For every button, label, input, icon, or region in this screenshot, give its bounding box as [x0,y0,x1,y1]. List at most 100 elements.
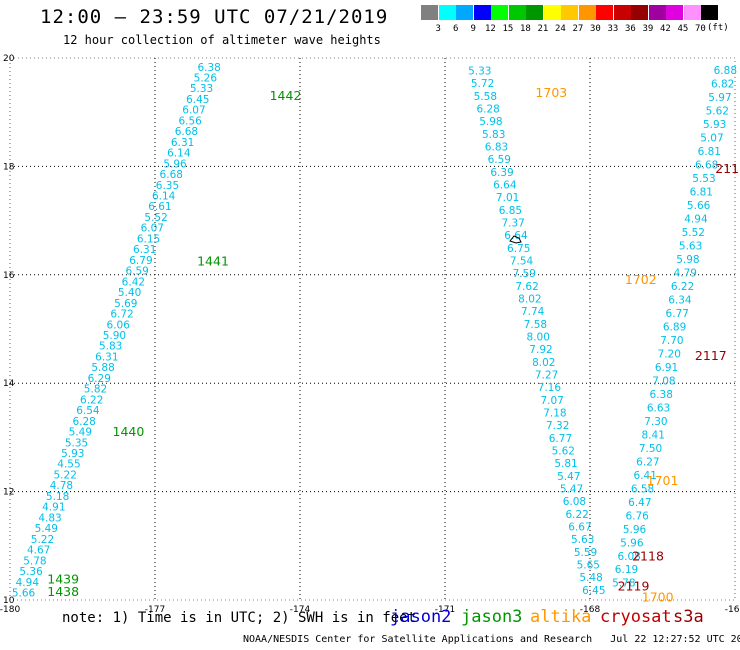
wave-height-value: 7.74 [521,306,545,318]
time-label: 1438 [47,584,79,599]
scale-label: 18 [520,24,531,34]
wave-height-value: 5.26 [194,72,218,84]
wave-height-value: 5.72 [471,78,494,90]
scale-label: 39 [642,24,654,34]
wave-height-value: 5.36 [19,566,43,578]
scale-label: 36 [625,24,636,34]
time-label: 2118 [632,549,664,564]
wave-height-value: 8.02 [518,294,541,306]
wave-height-value: 6.27 [636,456,659,468]
wave-height-value: 5.40 [118,287,141,299]
wave-height-value: 6.34 [668,294,692,306]
scale-swatch [543,5,561,20]
x-tick-label: -168 [580,605,601,615]
wave-height-value: 6.83 [485,142,508,154]
wave-height-value: 5.47 [560,483,583,495]
y-tick-label: 20 [3,54,15,64]
wave-height-value: 4.83 [38,512,61,524]
wave-height-value: 5.93 [61,448,84,460]
scale-swatch [491,5,508,20]
wave-height-value: 5.47 [557,471,580,483]
wave-height-value: 5.82 [84,384,107,396]
wave-height-value: 8.00 [527,332,550,344]
wave-height-value: 5.90 [103,330,126,342]
wave-height-value: 6.06 [107,319,131,331]
scale-swatch [438,5,456,20]
wave-height-value: 6.29 [88,373,111,385]
wave-height-value: 4.94 [16,577,40,589]
wave-height-value: 6.56 [178,115,202,127]
scale-swatch [631,5,648,20]
wave-height-value: 6.19 [615,564,638,576]
wave-height-value: 4.78 [50,480,73,492]
wave-height-value: 5.81 [554,458,577,470]
y-tick-label: 12 [3,488,14,498]
wave-height-value: 7.16 [538,382,562,394]
scale-swatch [526,5,543,20]
wave-height-value: 6.41 [634,470,657,482]
scale-label: 42 [660,24,671,34]
wave-height-value: 6.28 [72,416,95,428]
x-tick-label: -165 [725,605,740,615]
legend-altika: altika [530,607,592,627]
wave-height-value: 7.50 [639,443,662,455]
wave-height-value: 6.22 [671,281,694,293]
page-subtitle: 12 hour collection of altimeter wave hei… [63,33,381,47]
time-label: 1701 [647,473,679,488]
wave-height-value: 7.07 [540,395,563,407]
wave-height-value: 6.22 [80,394,103,406]
time-label: 1703 [535,85,567,100]
footer-credit: NOAA/NESDIS Center for Satellite Applica… [243,634,740,645]
scale-label: 45 [677,24,689,34]
wave-height-value: 5.49 [35,523,58,535]
wave-height-value: 6.07 [182,105,205,117]
wave-height-value: 7.27 [535,369,558,381]
wave-height-value: 5.33 [190,83,213,95]
wave-height-value: 5.59 [574,547,597,559]
wave-height-value: 7.58 [524,319,547,331]
scale-label: 15 [502,24,514,34]
wave-height-value: 6.68 [160,169,183,181]
wave-height-value: 6.59 [488,154,511,166]
wave-height-value: 6.54 [76,405,100,417]
page-title: 12:00 – 23:59 UTC 07/21/2019 [40,6,389,28]
wave-height-value: 5.96 [163,158,187,170]
wave-height-value: 8.41 [642,429,665,441]
scale-label: 27 [572,24,584,34]
scale-swatch [456,5,473,20]
wave-height-value: 5.78 [612,578,635,590]
legend-s3a: s3a [673,607,704,627]
wave-height-value: 7.30 [644,416,667,428]
wave-height-value: 5.58 [474,91,497,103]
wave-height-value: 7.62 [515,281,538,293]
scale-label: 21 [537,24,549,34]
wave-height-value: 6.82 [711,79,734,91]
wave-height-value: 7.54 [510,256,534,268]
wave-height-value: 7.18 [543,407,566,419]
wave-height-value: 6.08 [563,496,586,508]
scale-label: 70 [695,24,706,34]
y-tick-label: 10 [3,596,15,606]
island-marker [509,235,522,244]
scale-label: 33 [607,24,619,34]
wave-height-value: 5.63 [571,534,594,546]
wave-height-value: 5.22 [31,534,54,546]
wave-height-value: 6.72 [110,309,133,321]
wave-height-value: 5.35 [65,437,88,449]
time-label: 2117 [695,348,727,363]
wave-height-value: 5.22 [54,469,77,481]
wave-height-value: 7.37 [501,218,524,230]
x-tick-label: -174 [290,605,311,615]
wave-height-value: 6.15 [137,233,160,245]
wave-height-value: 5.62 [706,105,729,117]
wave-height-value: 6.35 [156,180,179,192]
scale-swatch [701,5,718,20]
wave-height-value: 5.83 [99,341,122,353]
legend-cryosat: cryosat [600,607,672,627]
wave-height-value: 4.67 [27,545,50,557]
wave-height-value: 4.79 [674,267,697,279]
wave-height-value: 6.14 [167,148,191,160]
wave-height-value: 5.48 [579,572,602,584]
